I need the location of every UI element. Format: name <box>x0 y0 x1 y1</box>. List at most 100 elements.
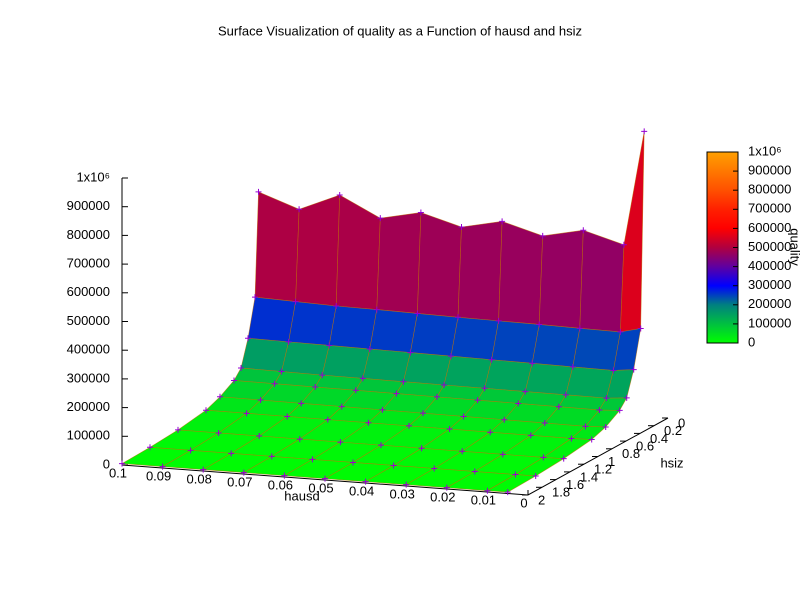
colorbar <box>706 151 739 344</box>
data-point <box>228 450 235 457</box>
x-axis-label: hausd <box>284 488 319 503</box>
z-tick-label: 500000 <box>67 313 110 328</box>
x-tick-label: 0.04 <box>349 483 374 498</box>
data-point <box>243 410 250 417</box>
data-point <box>620 241 627 248</box>
data-point <box>555 403 562 410</box>
data-point <box>406 422 412 429</box>
x-tick-label: 0.03 <box>390 486 415 501</box>
data-point <box>119 460 125 467</box>
surface-facet <box>620 131 645 333</box>
data-point <box>431 465 438 472</box>
data-point <box>616 407 623 414</box>
data-point <box>459 448 466 455</box>
data-point <box>610 367 617 374</box>
data-point <box>512 471 519 478</box>
data-point <box>257 397 264 404</box>
surface-facet <box>247 296 296 343</box>
data-point <box>278 368 285 375</box>
y-tick-label: 2 <box>538 492 545 507</box>
data-point <box>582 423 589 430</box>
data-point <box>379 406 386 413</box>
data-point <box>268 453 275 460</box>
data-point <box>602 423 609 430</box>
surface-facet <box>491 320 540 364</box>
surface-facet <box>417 212 462 318</box>
data-point <box>623 394 630 401</box>
surface-facet <box>579 229 625 333</box>
data-point <box>400 378 407 385</box>
data-point <box>434 393 440 400</box>
y-tick-label: 0.2 <box>664 423 682 438</box>
data-point <box>568 435 575 442</box>
y-tick-label: 1.8 <box>552 485 570 500</box>
data-point <box>603 395 610 402</box>
y-tick-label: 1.4 <box>580 469 598 484</box>
surface-facet <box>335 194 381 310</box>
surface-facet <box>328 305 378 350</box>
y-axis-label: hsiz <box>660 455 683 470</box>
data-point <box>271 380 278 387</box>
data-point <box>418 445 425 452</box>
data-point <box>324 416 331 423</box>
data-point <box>285 338 292 345</box>
data-point <box>540 454 547 461</box>
data-point <box>322 475 328 482</box>
colorbar-label: quality <box>788 228 800 266</box>
data-point <box>390 462 397 469</box>
data-point <box>536 321 543 328</box>
data-point <box>588 436 595 443</box>
surface-facet <box>362 348 411 383</box>
data-point <box>529 360 536 367</box>
data-point <box>455 314 461 321</box>
data-point <box>362 478 369 485</box>
surface-facet <box>524 362 574 396</box>
data-point <box>560 455 567 462</box>
data-point <box>366 346 373 353</box>
data-point <box>501 416 508 423</box>
data-point <box>326 342 333 349</box>
data-point <box>637 325 644 332</box>
y-tick-label: 0.4 <box>650 431 668 446</box>
data-point <box>539 232 546 239</box>
data-point <box>487 429 494 436</box>
surface-facet <box>498 220 544 325</box>
data-point <box>403 481 410 488</box>
data-point <box>338 403 345 410</box>
data-point <box>298 400 305 407</box>
data-point <box>596 407 603 414</box>
z-tick-label: 800000 <box>67 227 110 242</box>
data-point <box>446 426 453 433</box>
surface-facet <box>565 366 614 399</box>
y-tick-label: 1.2 <box>594 462 612 477</box>
data-point <box>474 397 481 404</box>
x-tick-label: 0 <box>520 495 527 510</box>
colorbar-tick-label: 700000 <box>748 201 791 216</box>
data-point <box>312 384 319 391</box>
data-point <box>484 487 491 494</box>
data-point <box>373 306 380 313</box>
data-point <box>284 413 291 420</box>
data-point <box>617 328 624 335</box>
data-point <box>481 385 488 392</box>
colorbar-tick-label: 200000 <box>748 296 791 311</box>
data-point <box>471 468 478 475</box>
data-point <box>414 310 421 317</box>
z-tick-label: 300000 <box>67 370 110 385</box>
y-tick-label: 1.6 <box>566 477 584 492</box>
y-tick-label: 0 <box>678 415 685 430</box>
surface-facet <box>240 337 289 372</box>
colorbar-tick-label: 100000 <box>748 315 791 330</box>
data-point <box>460 413 467 420</box>
data-point <box>281 472 288 479</box>
x-tick-label: 0.05 <box>308 480 333 495</box>
data-point <box>252 294 258 301</box>
data-point <box>576 325 583 332</box>
x-tick-label: 0.02 <box>430 489 455 504</box>
data-point <box>580 227 587 234</box>
colorbar-tick-label: 0 <box>748 334 755 349</box>
data-point <box>336 192 343 199</box>
chart-title: Surface Visualization of quality as a Fu… <box>218 23 582 38</box>
surface-facet <box>457 221 503 322</box>
